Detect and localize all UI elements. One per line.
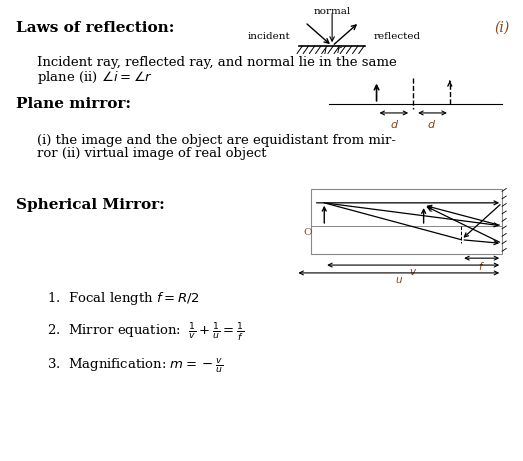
Text: Laws of reflection:: Laws of reflection: <box>16 21 174 35</box>
Text: ror (ii) virtual image of real object: ror (ii) virtual image of real object <box>37 147 266 160</box>
Text: Plane mirror:: Plane mirror: <box>16 97 131 111</box>
Text: 2.  Mirror equation:  $\frac{1}{v} + \frac{1}{u} = \frac{1}{f}$: 2. Mirror equation: $\frac{1}{v} + \frac… <box>47 320 244 343</box>
Text: reflected: reflected <box>374 32 421 41</box>
Text: O: O <box>304 228 312 237</box>
Text: $i$: $i$ <box>323 44 328 56</box>
Text: $d$: $d$ <box>390 118 400 130</box>
Text: plane (ii) $\angle i = \angle r$: plane (ii) $\angle i = \angle r$ <box>37 69 153 86</box>
Text: $f$: $f$ <box>477 260 485 272</box>
Text: normal: normal <box>313 7 351 16</box>
Text: (i) the image and the object are equidistant from mir-: (i) the image and the object are equidis… <box>37 134 395 147</box>
Text: $d$: $d$ <box>427 118 436 130</box>
Text: Incident ray, reflected ray, and normal lie in the same: Incident ray, reflected ray, and normal … <box>37 56 396 69</box>
Text: 3.  Magnification: $m = -\frac{v}{u}$: 3. Magnification: $m = -\frac{v}{u}$ <box>47 357 223 375</box>
Text: I: I <box>429 205 433 214</box>
Text: $u$: $u$ <box>395 275 403 285</box>
Text: 1.  Focal length $f = R/2$: 1. Focal length $f = R/2$ <box>47 290 199 307</box>
Text: $r$: $r$ <box>336 44 342 55</box>
Text: (i): (i) <box>495 21 510 35</box>
Text: $v$: $v$ <box>409 267 417 277</box>
Bar <box>311 189 502 254</box>
Text: Spherical Mirror:: Spherical Mirror: <box>16 198 164 212</box>
Text: incident: incident <box>247 32 290 41</box>
